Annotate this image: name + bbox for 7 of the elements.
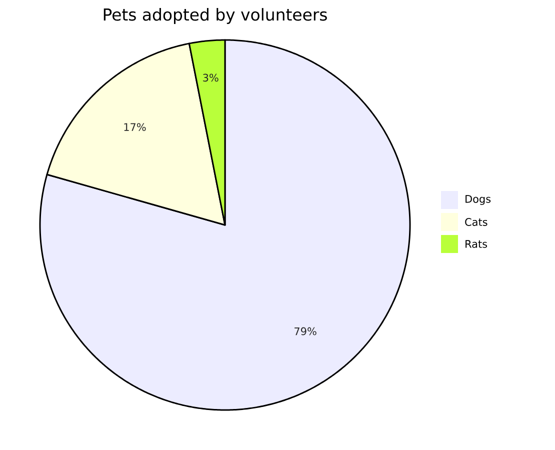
legend-label: Rats <box>466 240 488 248</box>
data-label: 3% <box>203 74 218 82</box>
chart-title: Pets adopted by volunteers <box>104 8 327 24</box>
data-label: 79% <box>294 327 316 336</box>
legend-label: Cats <box>465 218 488 226</box>
legend-label: Dogs <box>466 195 491 205</box>
data-label: 17% <box>124 123 146 131</box>
